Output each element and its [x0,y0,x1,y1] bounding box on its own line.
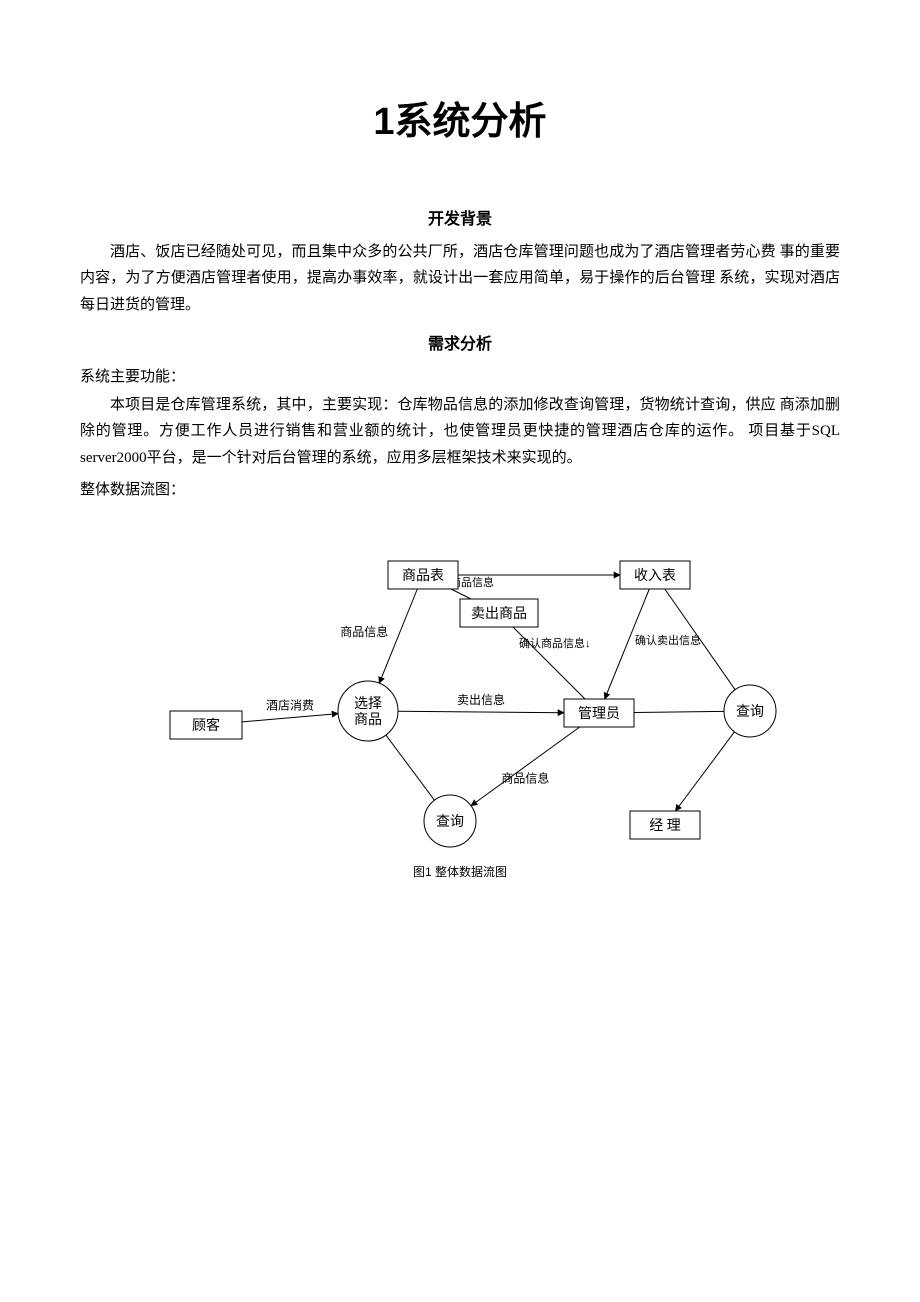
node-label: 商品 [354,712,382,728]
edge-goods_table-sell_goods [451,589,471,599]
page-title: 1系统分析 [80,90,840,145]
edge-label: 卖出信息 [457,692,505,707]
node-label: 查询 [436,814,464,830]
edge-label: 商品信息 [340,624,388,639]
section-heading-background: 开发背景 [80,205,840,229]
line-diagram-label: 整体数据流图： [80,477,840,503]
edge-admin-query_bottom [471,727,580,806]
edge-label: 确认商品信息↓ [519,636,591,650]
edge-select_goods-admin [398,711,564,712]
node-label: 经 理 [649,818,681,834]
edge-select_goods-query_bottom [386,735,435,800]
edge-admin-query_right [634,711,724,712]
node-label: 收入表 [634,568,676,584]
section-heading-requirements: 需求分析 [80,330,840,354]
edge-label: 商品信息 [501,770,549,785]
node-label: 管理员 [578,706,620,722]
node-label: 选择 [354,696,382,712]
edge-label: 确认卖出信息 [635,633,701,647]
line-system-functions: 系统主要功能： [80,364,840,390]
edge-customer-select_goods [242,714,338,722]
diagram-caption: 图1 整体数据流图 [80,863,840,880]
dataflow-svg: 酒店消费商品信息确认商品信息确认商品信息↓确认卖出信息卖出信息商品信息顾客选择商… [110,521,810,861]
section-paragraph-requirements: 本项目是仓库管理系统，其中，主要实现：仓库物品信息的添加修改查询管理，货物统计查… [80,392,840,471]
node-label: 查询 [736,704,764,720]
edge-query_right-manager [675,732,734,811]
node-label: 商品表 [402,568,444,584]
section-paragraph-background: 酒店、饭店已经随处可见，而且集中众多的公共厂所，酒店仓库管理问题也成为了酒店管理… [80,239,840,318]
node-label: 顾客 [192,717,220,734]
node-label: 卖出商品 [471,606,527,622]
dataflow-diagram: 酒店消费商品信息确认商品信息确认商品信息↓确认卖出信息卖出信息商品信息顾客选择商… [80,521,840,880]
edge-label: 酒店消费 [266,699,314,713]
document-page: 1系统分析 开发背景 酒店、饭店已经随处可见，而且集中众多的公共厂所，酒店仓库管… [0,0,920,880]
